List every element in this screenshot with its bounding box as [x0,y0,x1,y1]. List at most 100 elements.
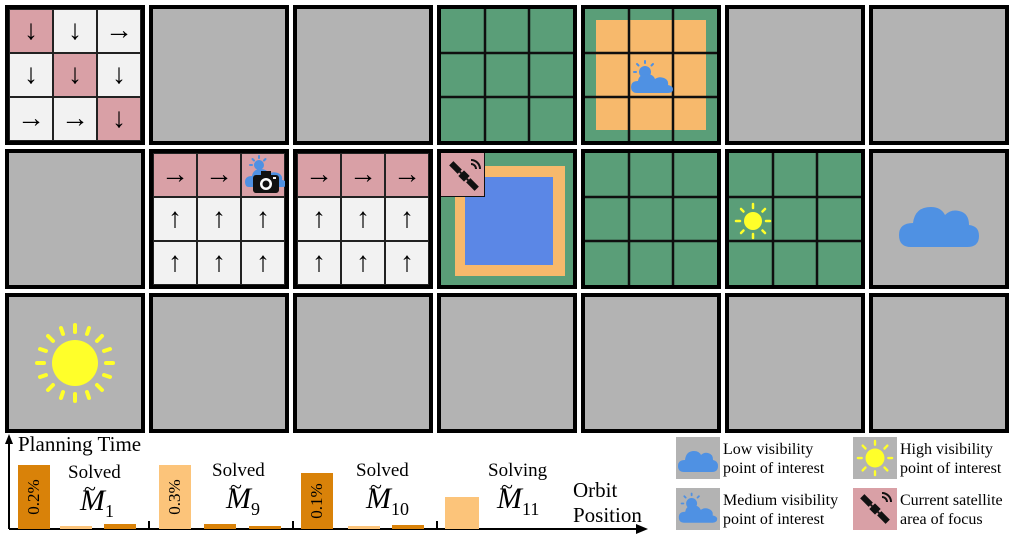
arrow-grid: → → ↑ ↑ ↑ ↑ ↑ ↑ [153,153,285,285]
subgrid-lines [585,153,717,285]
planning-bar [301,473,333,529]
arrow-subcell: → [341,153,385,197]
legend-label-focus: Current satellite area of focus [900,491,1003,529]
group-3-status: Solved [356,460,409,481]
arrow-subcell: → [385,153,429,197]
legend-line: area of focus [900,511,983,528]
group-4-status: Solving [488,460,548,481]
bar-percent-label: 0.2% [24,479,43,515]
sun-icon [35,323,115,403]
legend-line: Current satellite [900,492,1003,509]
arrow-subcell: ↑ [241,241,285,285]
small-planning-bar [392,525,424,529]
legend-swatch-focus [853,488,897,530]
arrow-subcell: ↑ [153,241,197,285]
cell-r0-c4 [581,5,721,145]
cell-r2-c1 [149,293,289,433]
arrow-subcell: ↑ [385,197,429,241]
legend-line: point of interest [723,460,825,477]
arrow-subcell: ↓ [97,97,141,141]
arrow-subcell: ↑ [241,197,285,241]
group-3-model: M ~10 [366,474,409,520]
cell-r2-c5 [725,293,865,433]
legend-label-medium: Medium visibility point of interest [723,491,838,529]
tilde-mark: ~ [370,474,382,499]
cell-r1-c6 [869,149,1009,289]
cell-r1-c3 [437,149,577,289]
legend-swatch-high [853,437,897,479]
camera-icon [245,155,285,193]
cell-r2-c2 [293,293,433,433]
model-subscript: 10 [391,499,409,519]
legend-label-low: Low visibility point of interest [723,440,824,478]
arrow-subcell: ↓ [97,53,141,97]
cloud-icon [678,451,718,472]
arrow-subcell: ↑ [297,241,341,285]
small-planning-bar [249,526,281,529]
small-planning-bar [104,524,136,529]
arrow-subcell: → [297,153,341,197]
partly-cloudy-icon [678,492,718,523]
arrow-subcell: ↑ [153,197,197,241]
model-symbol: M [366,482,391,515]
legend-line: High visibility [900,441,993,458]
model-subscript: 9 [251,499,260,519]
cell-r0-c5 [725,5,865,145]
x-axis-label-line1: Orbit [573,478,618,502]
satellite-icon [449,159,481,191]
arrow-subcell: ↑ [385,241,429,285]
cell-r2-c4 [581,293,721,433]
arrow-subcell: ↓ [53,53,97,97]
cell-r1-c1: → → ↑ ↑ ↑ ↑ ↑ ↑ [149,149,289,289]
x-axis-label: Orbit Position [573,478,642,528]
legend-line: point of interest [723,511,825,528]
planning-bar [18,465,50,529]
small-planning-bar [60,526,92,529]
arrow-subcell: ↓ [53,9,97,53]
cell-r1-c2: → → → ↑ ↑ ↑ ↑ ↑ ↑ [293,149,433,289]
arrow-subcell: ↑ [297,197,341,241]
cell-r1-c0 [5,149,145,289]
cloud-icon [899,207,979,247]
y-axis-label: Planning Time [18,432,142,456]
arrow-subcell: → [97,9,141,53]
cell-r0-c0: ↓ ↓ → ↓ ↓ ↓ → → ↓ [5,5,145,145]
cell-r2-c6 [869,293,1009,433]
tilde-mark: ~ [501,474,513,499]
cell-r1-c4 [581,149,721,289]
sun-icon [856,439,894,477]
model-subscript: 1 [105,501,114,521]
tilde-mark: ~ [230,474,242,499]
cell-r2-c0 [5,293,145,433]
sun-icon [734,202,772,240]
arrow-subcell: ↓ [9,9,53,53]
legend-swatch-medium [676,488,720,530]
cell-r0-c6 [869,5,1009,145]
legend-label-high: High visibility point of interest [900,440,1001,478]
bar-percent-label: 0.1% [307,483,326,519]
model-symbol: M [497,482,522,515]
arrow-grid: → → → ↑ ↑ ↑ ↑ ↑ ↑ [297,153,429,285]
legend-line: point of interest [900,460,1002,477]
tilde-mark: ~ [84,476,96,501]
timeline-axes [5,434,648,534]
small-planning-bar [204,524,236,529]
cell-r0-c1 [149,5,289,145]
arrow-subcell: ↑ [341,197,385,241]
planning-bar [445,497,479,529]
legend-line: Medium visibility [723,492,839,509]
arrow-subcell: → [153,153,197,197]
arrow-subcell: ↑ [341,241,385,285]
arrow-subcell: ↑ [197,241,241,285]
legend-swatch-low [676,437,720,479]
arrow-grid: ↓ ↓ → ↓ ↓ ↓ → → ↓ [9,9,141,141]
group-2-status: Solved [212,460,265,481]
group-1-status: Solved [68,462,121,483]
group-2-model: M ~9 [226,474,260,520]
small-planning-bar [348,526,380,529]
cell-r0-c2 [293,5,433,145]
arrow-subcell: ↓ [9,53,53,97]
group-4-model: M ~11 [497,474,540,520]
orbit-grid: ↓ ↓ → ↓ ↓ ↓ → → ↓ → → ↑ ↑ ↑ ↑ ↑ ↑ [5,5,1009,433]
model-subscript: 11 [522,499,540,519]
